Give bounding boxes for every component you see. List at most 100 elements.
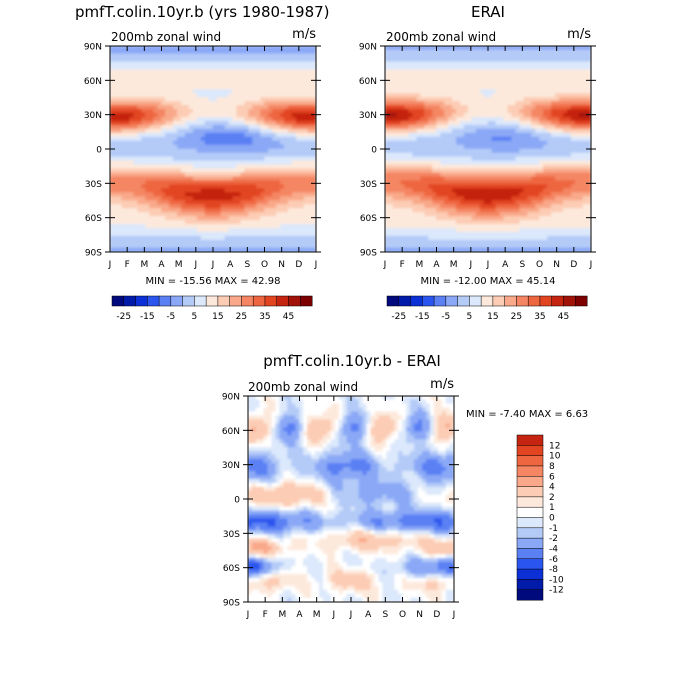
y-tick-label: 60N: [359, 77, 377, 87]
colorbar-box: [194, 295, 207, 307]
x-tick-label: A: [296, 610, 303, 620]
x-tick-label: J: [452, 610, 456, 620]
x-tick-label: J: [211, 260, 215, 270]
x-tick-label: D: [570, 260, 577, 270]
x-tick-label: O: [399, 610, 406, 620]
panel-subtitle: 200mb zonal wind: [386, 30, 496, 44]
y-tick-label: 90N: [222, 393, 240, 403]
panel-units: m/s: [567, 27, 591, 42]
x-tick-label: M: [415, 260, 423, 270]
y-tick-label: 0: [234, 496, 240, 506]
colorbar-box: [539, 295, 553, 307]
colorbar-label: 5: [191, 312, 197, 322]
x-tick-label: A: [158, 260, 165, 270]
colorbar-box: [480, 295, 494, 307]
colorbar-box: [516, 568, 544, 580]
x-tick-label: J: [314, 260, 318, 270]
x-tick-label: J: [246, 610, 250, 620]
colorbar-box: [516, 476, 544, 488]
panel-units: m/s: [292, 27, 316, 42]
panel-obs: ERAI 200mb zonal wind m/s J F M A M J J A S O N D J9…: [359, 3, 596, 322]
colorbar-box: [516, 445, 544, 457]
y-tick-label: 30N: [359, 111, 377, 121]
colorbar-box: [551, 295, 564, 307]
x-tick-label: J: [486, 260, 490, 270]
colorbar-box: [516, 496, 544, 508]
panel-title: pmfT.colin.10yr.b (yrs 1980-1987): [75, 3, 330, 21]
colorbar-label: 35: [534, 312, 545, 322]
colorbar-label: 8: [549, 462, 555, 472]
plot-frame: [384, 45, 592, 253]
x-tick-label: S: [244, 260, 250, 270]
colorbar-box: [276, 295, 289, 307]
x-tick-label: A: [433, 260, 440, 270]
colorbar-box: [504, 295, 517, 307]
colorbar-label: 5: [466, 312, 472, 322]
colorbar-label: -25: [391, 312, 406, 322]
colorbar-box: [516, 506, 544, 518]
colorbar-box: [111, 295, 125, 307]
x-tick-label: D: [295, 260, 302, 270]
x-tick-label: J: [589, 260, 593, 270]
y-tick-label: 30S: [85, 180, 102, 190]
y-tick-label: 30S: [223, 530, 240, 540]
panel-subtitle: 200mb zonal wind: [248, 380, 358, 394]
colorbar-box: [574, 295, 588, 307]
x-tick-label: O: [536, 260, 543, 270]
colorbar-label: -2: [549, 534, 558, 544]
colorbar-label: -10: [549, 575, 564, 585]
y-tick-label: 90S: [360, 249, 377, 259]
colorbar-label: 45: [558, 312, 569, 322]
plot-frame: [247, 395, 455, 603]
colorbar-label: 12: [549, 441, 560, 451]
y-tick-label: 90S: [223, 599, 240, 609]
colorbar-box: [516, 537, 544, 549]
colorbar-box: [516, 589, 544, 601]
colorbar-label: -5: [166, 312, 175, 322]
y-tick-label: 0: [371, 146, 377, 156]
x-tick-label: O: [261, 260, 268, 270]
x-tick-label: J: [108, 260, 112, 270]
x-tick-label: J: [194, 260, 198, 270]
colorbar-label: -8: [549, 565, 558, 575]
plot-frame: [109, 45, 317, 253]
y-tick-label: 60S: [223, 564, 240, 574]
x-tick-label: M: [175, 260, 183, 270]
colorbar-box: [516, 434, 544, 446]
colorbar-box: [516, 548, 544, 560]
colorbar-label: 2: [549, 493, 555, 503]
colorbar-box: [299, 295, 313, 307]
panel-title: ERAI: [471, 3, 505, 21]
colorbar-box: [386, 295, 400, 307]
colorbar-box: [264, 295, 278, 307]
colorbar-box: [516, 465, 544, 477]
colorbar-label: 4: [549, 483, 555, 493]
colorbar-label: 1: [549, 503, 555, 513]
colorbar-label: -15: [140, 312, 155, 322]
x-tick-label: N: [278, 260, 285, 270]
colorbar-box: [135, 295, 148, 307]
colorbar-label: -4: [549, 544, 558, 554]
panel-diff: pmfT.colin.10yr.b - ERAI 200mb zonal win…: [222, 352, 588, 620]
x-tick-label: J: [332, 610, 336, 620]
colorbar-label: -6: [549, 555, 558, 565]
colorbar-box: [217, 295, 231, 307]
colorbar-label: 15: [212, 312, 223, 322]
stats-text: MIN = -12.00 MAX = 45.14: [421, 276, 556, 287]
colorbar-box: [516, 579, 544, 591]
colorbar-label: 6: [549, 472, 555, 482]
y-tick-label: 90N: [359, 43, 377, 53]
colorbar-box: [252, 295, 266, 307]
colorbar-box: [492, 295, 506, 307]
colorbar-box: [445, 295, 459, 307]
colorbar-box: [433, 295, 447, 307]
colorbar-box: [516, 486, 544, 498]
colorbar-box: [229, 295, 242, 307]
colorbar-box: [205, 295, 219, 307]
x-tick-label: M: [278, 610, 286, 620]
y-tick-label: 60N: [84, 77, 102, 87]
colorbar-label: 10: [549, 452, 561, 462]
colorbar-label: 25: [236, 312, 247, 322]
